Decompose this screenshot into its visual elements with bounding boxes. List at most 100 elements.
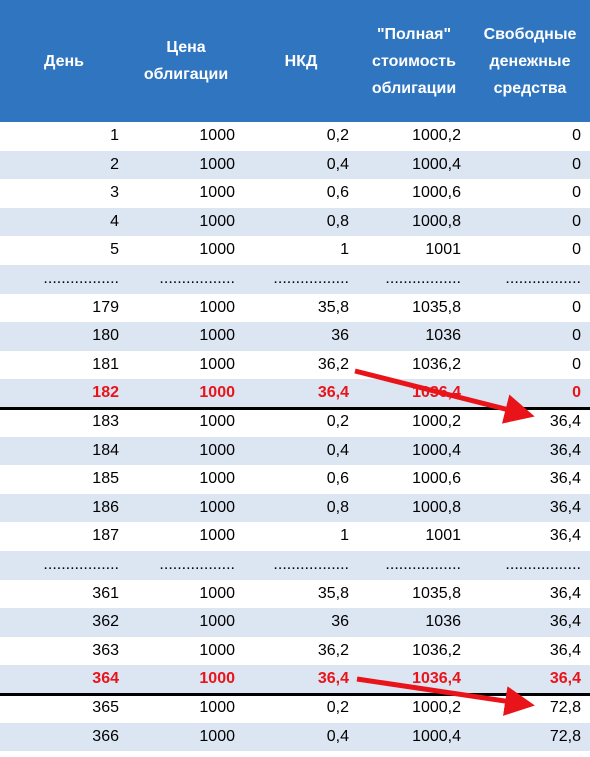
table-cell: 1000 (199, 384, 235, 402)
separator-line (0, 692, 590, 696)
table-cell: 0,8 (326, 498, 349, 516)
table-cell: 36,4 (549, 613, 581, 631)
table-cell: 36,4 (549, 441, 581, 459)
table-cell: 4 (110, 212, 119, 230)
table-cell: 1 (340, 241, 349, 259)
table-cell: 35,8 (317, 298, 349, 316)
table-cell: 1000 (199, 527, 235, 545)
table-cell: 0 (572, 327, 581, 345)
header-text: стоимость (372, 52, 456, 70)
table-row: ........................................… (0, 265, 590, 294)
header-cell: День (0, 0, 128, 122)
table-cell: 1000 (199, 413, 235, 430)
table-cell: 182 (92, 384, 119, 402)
table-row: 3 1000 0,6 1000,6 0 (0, 179, 590, 208)
table-cell: 36,4 (549, 641, 581, 659)
table-cell: 1000,8 (412, 212, 461, 230)
table-row: 2 1000 0,4 1000,4 0 (0, 150, 590, 180)
table-cell: 1000,8 (412, 498, 461, 516)
header-cell: НКД (244, 0, 358, 122)
table-cell: 36,4 (317, 670, 349, 688)
table-cell: ................. (159, 556, 235, 573)
table-cell: 185 (92, 470, 119, 488)
table-row: 1 1000 0,2 1000,2 0 (0, 122, 590, 151)
table-cell: ................. (273, 556, 349, 573)
table-cell: 1000 (199, 641, 235, 659)
table-cell: 1000,2 (412, 413, 461, 430)
table-cell: 1000 (199, 327, 235, 345)
table-cell: 1000 (199, 670, 235, 688)
table-cell: 1 (110, 127, 119, 144)
table-cell: 0,4 (326, 727, 349, 745)
table-cell: 0 (572, 241, 581, 259)
header-text: "Полная" (376, 25, 452, 43)
header-text: Цена (166, 39, 206, 56)
table-cell: 1000 (199, 155, 235, 173)
table-row: 365 1000 0,2 1000,2 72,8 (0, 694, 590, 723)
table-cell: ................. (43, 556, 119, 573)
header-cell: Цена облигации (128, 0, 244, 122)
table-cell: 1036,2 (412, 355, 461, 373)
table-row: 362 1000 36 1036 36,4 (0, 608, 590, 637)
table-cell: 1035,8 (412, 584, 461, 602)
table-cell: 187 (92, 527, 119, 545)
table-cell: 0,2 (326, 699, 349, 716)
table-cell: 36,4 (549, 527, 581, 545)
table-cell: 3 (110, 184, 119, 202)
table-cell: 1000,4 (412, 441, 461, 459)
table-cell: 0 (572, 127, 581, 144)
table-cell: 0,2 (326, 127, 349, 144)
table-cell: 35,8 (317, 584, 349, 602)
table-cell: 0 (572, 384, 581, 402)
table-cell: 364 (92, 670, 119, 688)
table-cell: 1000 (199, 699, 235, 716)
table-cell: 180 (92, 327, 119, 345)
table-cell: 0,8 (326, 212, 349, 230)
table-cell: 184 (92, 441, 119, 459)
arrow (354, 368, 535, 424)
table-cell: 0,6 (326, 470, 349, 488)
table-cell: 1000 (199, 470, 235, 488)
table-cell: 0 (572, 155, 581, 173)
table-cell: 1000,2 (412, 127, 461, 144)
table-cell: 72,8 (549, 699, 581, 716)
table-row: 179 1000 35,8 1035,8 0 (0, 294, 590, 323)
table-row: 361 1000 35,8 1035,8 36,4 (0, 580, 590, 609)
table-cell: 1000,6 (412, 184, 461, 202)
table-row: 366 1000 0,4 1000,4 72,8 (0, 722, 590, 752)
table-row: ........................................… (0, 551, 590, 580)
arrow (356, 676, 535, 716)
table-row: 187 1000 1 1001 36,4 (0, 522, 590, 551)
table-cell: 1000,2 (412, 699, 461, 716)
table-cell: 36,4 (549, 584, 581, 602)
table-cell: 362 (92, 613, 119, 631)
table-cell: ................. (505, 556, 581, 573)
table-cell: 36,4 (549, 470, 581, 488)
table-cell: 36,2 (317, 641, 349, 659)
table-row: 363 1000 36,2 1036,2 36,4 (0, 637, 590, 666)
table-cell: 1000 (199, 298, 235, 316)
table-cell: 1000 (199, 355, 235, 373)
table-cell: 1000 (199, 441, 235, 459)
table-cell: 2 (110, 155, 119, 173)
table-cell: 1000 (199, 127, 235, 144)
table-row: 181 1000 36,2 1036,2 0 (0, 351, 590, 380)
table-cell: 5 (110, 241, 119, 259)
table-cell: ................. (273, 270, 349, 287)
table-cell: 36 (331, 327, 349, 345)
table-cell: 36,4 (549, 413, 581, 430)
table-cell: 0 (572, 298, 581, 316)
table-cell: ................. (505, 270, 581, 287)
separator-line (0, 406, 590, 410)
table-cell: 36,4 (549, 670, 581, 688)
table-cell: 72,8 (549, 727, 581, 745)
table-cell: 0,6 (326, 184, 349, 202)
table-cell: 1000 (199, 727, 235, 745)
table-cell: 1000 (199, 212, 235, 230)
table-cell: 0 (572, 212, 581, 230)
header-text: облигации (143, 66, 229, 83)
table-cell: 0 (572, 184, 581, 202)
header-text: День (44, 52, 84, 70)
